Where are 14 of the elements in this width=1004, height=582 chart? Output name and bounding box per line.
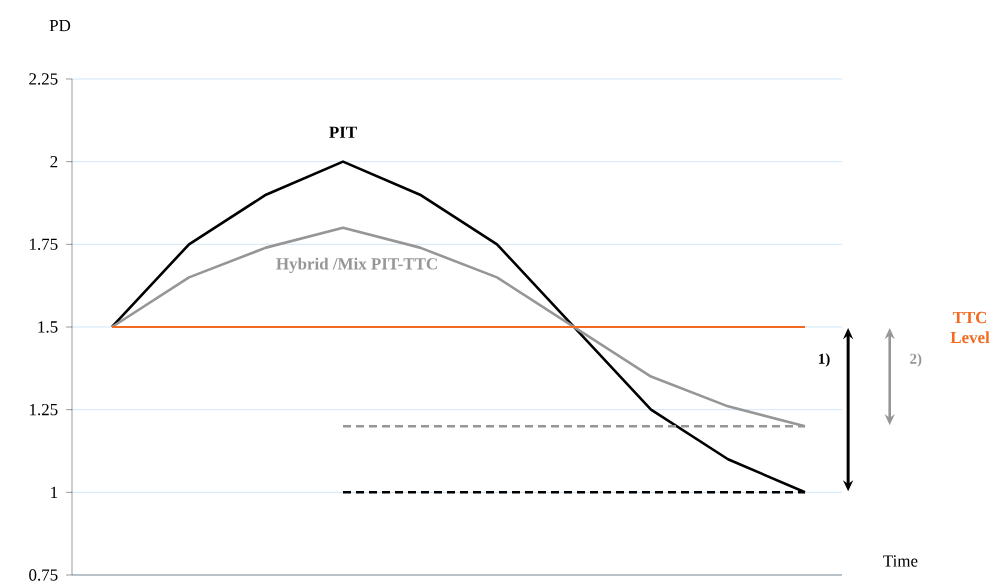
x-axis-title: Time xyxy=(883,555,918,567)
y-tick-label: 1.25 xyxy=(30,403,58,416)
y-tick-label: 1.5 xyxy=(38,321,58,333)
y-tick-label: 1 xyxy=(51,486,58,498)
y-tick-label: 2 xyxy=(50,156,58,168)
text: TTC Level xyxy=(950,311,990,344)
y-axis-title: PD xyxy=(49,20,71,32)
annotation: 1) xyxy=(819,353,830,367)
y-tick-label: 0.75 xyxy=(29,569,58,581)
y-tick-label: 2.25 xyxy=(29,73,58,85)
y-tick-label: 1.75 xyxy=(30,238,58,251)
series-label: Hybrid /Mix PIT-TTC xyxy=(276,257,437,274)
text: 2) xyxy=(910,353,922,367)
series-label: PIT xyxy=(329,126,357,138)
